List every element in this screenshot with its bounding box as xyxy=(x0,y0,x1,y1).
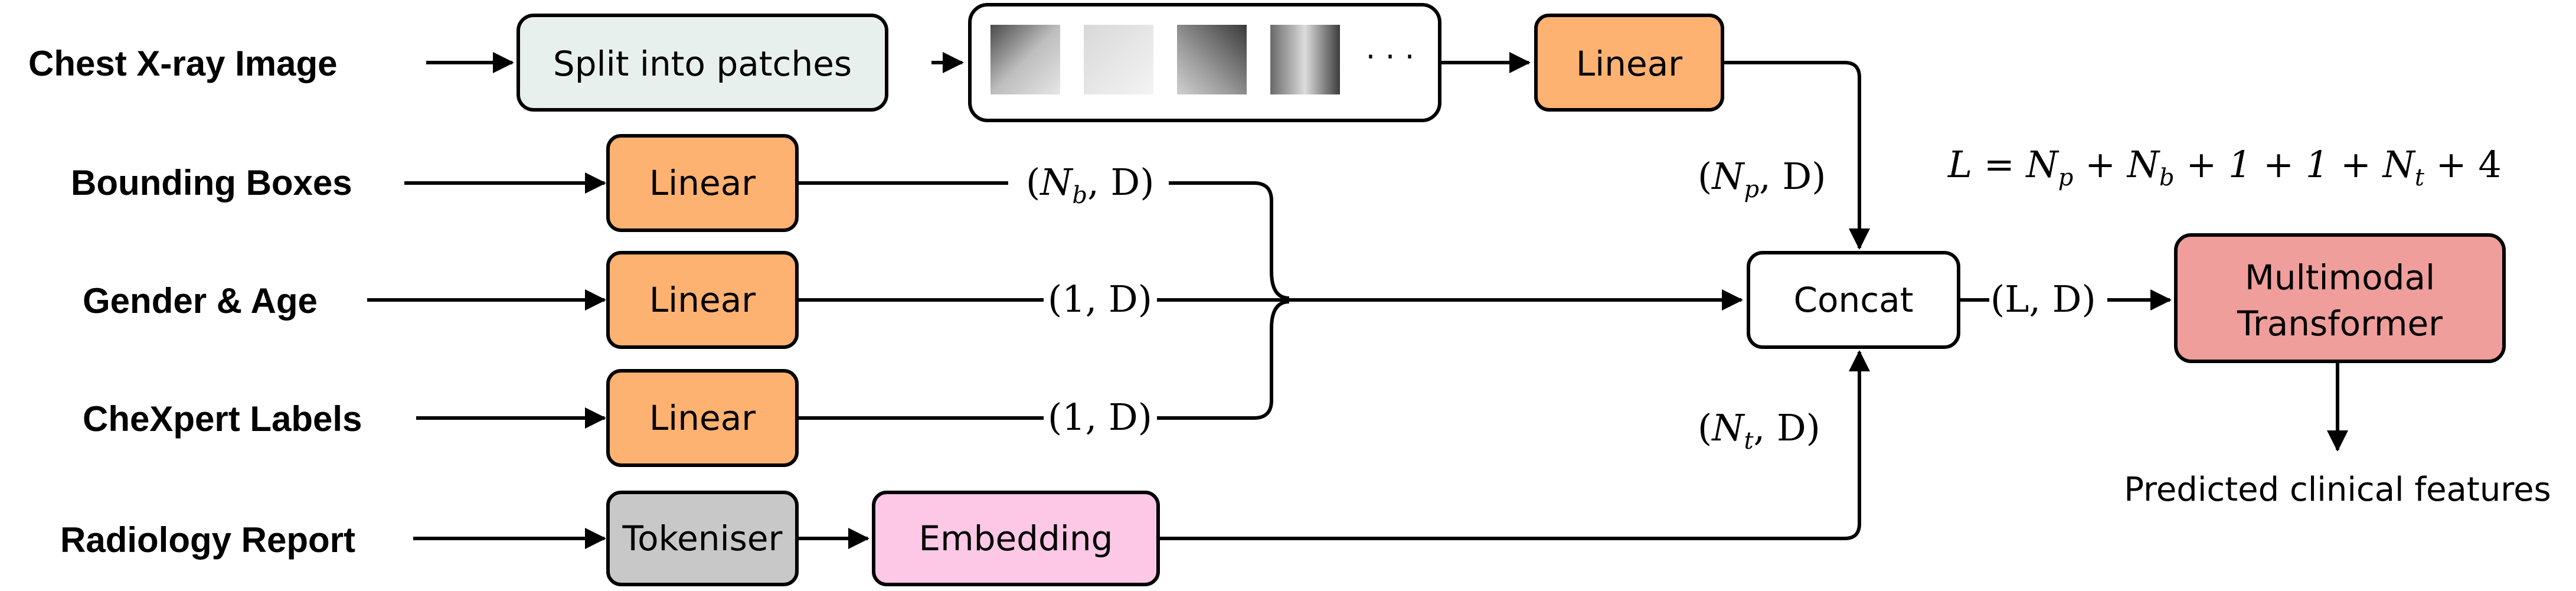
dim-label-nb: (Nb, D) xyxy=(1026,161,1154,209)
equation-sub-t: t xyxy=(2415,164,2425,191)
linear-box-gender: Linear xyxy=(606,251,799,349)
concat-box: Concat xyxy=(1747,251,1960,349)
transformer-label-line1: Multimodal xyxy=(2245,257,2435,298)
dim-label-one-chexpert: (1, D) xyxy=(1048,396,1152,439)
transformer-box: Multimodal Transformer xyxy=(2174,233,2506,363)
linear-rect-chexpert xyxy=(606,369,799,467)
input-label-bounding-boxes: Bounding Boxes xyxy=(71,163,352,203)
concat-rect xyxy=(1747,251,1960,349)
dim-label-one-gender: (1, D) xyxy=(1048,277,1152,321)
dim-np-n: N xyxy=(1711,155,1745,198)
output-label: Predicted clinical features xyxy=(2124,471,2551,509)
line-nb-merge xyxy=(1169,181,1290,300)
patch-ellipsis: · · · xyxy=(1366,40,1415,75)
linear-rect-patches xyxy=(1534,14,1724,112)
dim-nt-open: ( xyxy=(1698,406,1712,449)
linear-box-bbox: Linear xyxy=(606,134,799,232)
embedding-label: Embedding xyxy=(919,518,1113,559)
dim-label-ld: (L, D) xyxy=(1990,277,2096,321)
xray-patch-2 xyxy=(1084,25,1153,94)
tokeniser-box: Tokeniser xyxy=(606,491,799,586)
equation-sub-p: p xyxy=(2058,164,2074,191)
dim-np-sub: p xyxy=(1744,176,1759,203)
dim-nt-rest: , D) xyxy=(1754,406,1820,449)
dim-np-open: ( xyxy=(1698,155,1712,198)
linear-rect-bbox xyxy=(606,134,799,232)
embedding-rect xyxy=(872,491,1160,586)
split-patches-box: Split into patches xyxy=(516,14,888,112)
concat-label: Concat xyxy=(1794,280,1914,320)
tokeniser-label: Tokeniser xyxy=(622,518,783,559)
sequence-length-equation: L = Np + Nb + 1 + 1 + Nt + 4 xyxy=(1947,143,2502,191)
arrow-linear-to-concat xyxy=(1722,61,1870,250)
linear-box-patches: Linear xyxy=(1534,14,1724,112)
equation-mid2: + 1 + 1 + N xyxy=(2175,143,2417,186)
dim-nt-n: N xyxy=(1711,406,1745,449)
input-label-gender-age: Gender & Age xyxy=(83,281,318,321)
transformer-rect xyxy=(2174,233,2506,363)
embedding-box: Embedding xyxy=(872,491,1160,586)
split-patches-rect xyxy=(516,14,888,112)
dim-nt-sub: t xyxy=(1744,427,1754,455)
tokeniser-rect xyxy=(606,491,799,586)
xray-patch-1 xyxy=(990,25,1060,94)
linear-box-chexpert: Linear xyxy=(606,369,799,467)
dim-nb-rest: , D) xyxy=(1087,161,1154,204)
equation-mid1: + N xyxy=(2073,143,2160,186)
linear-label-gender: Linear xyxy=(649,280,756,320)
dim-label-np: (Np, D) xyxy=(1698,155,1826,203)
equation-sub-b: b xyxy=(2159,164,2175,191)
connectors xyxy=(367,52,2348,549)
input-label-chest-xray: Chest X-ray Image xyxy=(28,44,338,83)
linear-rect-gender xyxy=(606,251,799,349)
input-label-radiology-report: Radiology Report xyxy=(60,520,355,560)
dim-nb-open: ( xyxy=(1026,161,1040,204)
dim-nb-sub: b xyxy=(1072,182,1087,209)
line-chexpert-merge xyxy=(1157,300,1290,420)
linear-label-chexpert: Linear xyxy=(649,398,756,438)
transformer-label-line2: Transformer xyxy=(2237,303,2443,344)
equation-end: + 4 xyxy=(2424,143,2502,186)
linear-label-patches: Linear xyxy=(1576,44,1682,84)
equation-lhs: L = N xyxy=(1947,143,2060,186)
xray-patch-4 xyxy=(1270,25,1340,94)
split-patches-label: Split into patches xyxy=(553,44,852,84)
dim-nb-n: N xyxy=(1039,161,1074,204)
input-label-chexpert: CheXpert Labels xyxy=(83,399,362,439)
dim-label-nt: (Nt, D) xyxy=(1698,406,1820,455)
patch-strip: · · · xyxy=(968,3,1441,122)
arrow-embedding-to-concat xyxy=(1158,350,1870,540)
dim-np-rest: , D) xyxy=(1759,155,1826,198)
xray-patch-3 xyxy=(1177,25,1247,94)
linear-label-bbox: Linear xyxy=(649,163,756,203)
